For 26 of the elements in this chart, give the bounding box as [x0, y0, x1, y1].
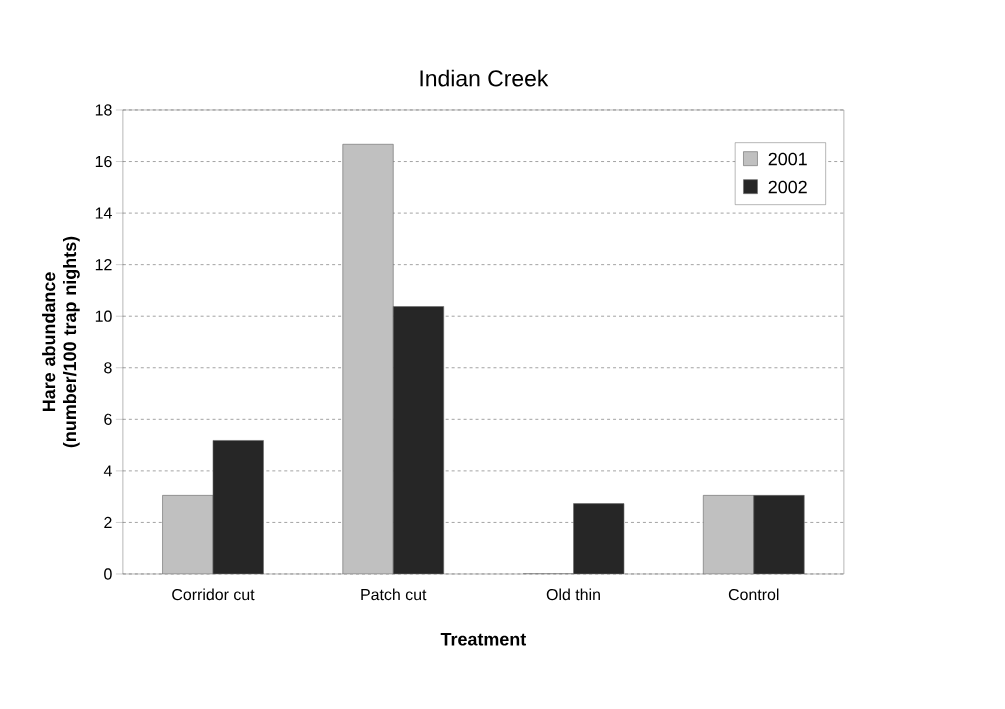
bar	[392, 306, 445, 574]
y-tick-label: 12	[95, 259, 112, 271]
y-tick-label: 18	[95, 104, 112, 116]
y-tick-label: 2	[104, 516, 112, 528]
bar	[162, 495, 214, 574]
bar	[212, 440, 264, 574]
legend-label: 2001	[768, 152, 807, 166]
y-tick-label: 0	[104, 568, 112, 580]
y-tick-label: 10	[95, 310, 112, 322]
x-tick-label: Old thin	[546, 588, 600, 601]
y-tick-label: 16	[95, 155, 112, 168]
legend-label: 2002	[768, 180, 807, 194]
y-tick-label: 14	[95, 207, 112, 219]
x-axis-title: Treatment	[440, 633, 527, 646]
y-axis-title: Hare abundance (number/100 trap nights)	[42, 236, 80, 448]
bar	[702, 495, 755, 574]
chart-title: Indian Creek	[420, 69, 549, 87]
x-tick-label: Control	[728, 588, 779, 601]
y-tick-label: 8	[104, 362, 112, 374]
y-tick-label: 6	[104, 413, 112, 425]
bar	[573, 503, 625, 574]
bar	[753, 495, 805, 574]
y-tick-label: 4	[103, 465, 112, 477]
x-tick-label: Corridor cut	[172, 588, 255, 601]
x-tick-label: Patch cut	[361, 588, 427, 601]
bar	[342, 143, 394, 574]
